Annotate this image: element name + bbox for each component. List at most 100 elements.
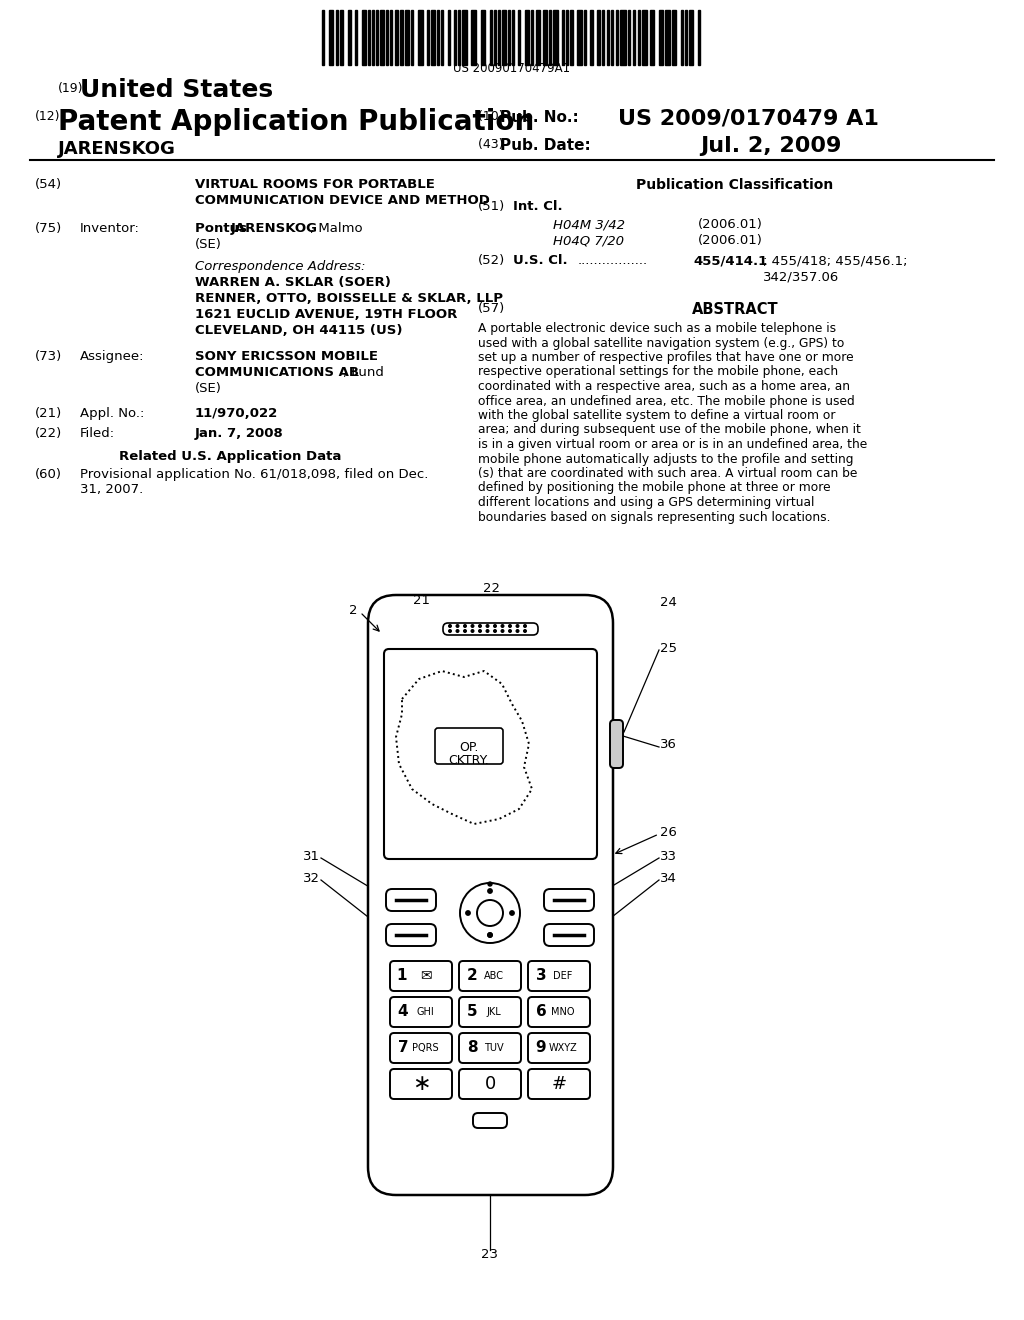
Text: GHI: GHI	[416, 1007, 434, 1016]
Text: PQRS: PQRS	[412, 1043, 438, 1053]
Bar	[390, 11, 392, 65]
Text: 22: 22	[483, 582, 500, 594]
Text: (s) that are coordinated with such area. A virtual room can be: (s) that are coordinated with such area.…	[478, 467, 857, 480]
Circle shape	[487, 933, 493, 937]
Bar	[330, 11, 333, 65]
Circle shape	[460, 883, 520, 942]
Text: (60): (60)	[35, 469, 62, 480]
Bar	[399, 11, 403, 65]
Text: United States: United States	[80, 78, 273, 102]
Text: 24: 24	[660, 595, 677, 609]
Circle shape	[449, 630, 452, 632]
Circle shape	[457, 624, 459, 627]
Bar	[537, 11, 540, 65]
Bar	[553, 11, 558, 65]
Bar	[590, 11, 593, 65]
Circle shape	[509, 624, 511, 627]
FancyBboxPatch shape	[390, 1069, 452, 1100]
Bar	[549, 11, 551, 65]
Bar	[610, 11, 612, 65]
FancyBboxPatch shape	[473, 1113, 507, 1129]
Circle shape	[523, 630, 526, 632]
Text: Assignee:: Assignee:	[80, 350, 144, 363]
Bar	[449, 11, 451, 65]
Bar	[616, 11, 618, 65]
Text: 32: 32	[303, 871, 319, 884]
Text: 4: 4	[397, 1005, 409, 1019]
Text: (54): (54)	[35, 178, 62, 191]
Text: WXYZ: WXYZ	[549, 1043, 578, 1053]
Bar	[503, 11, 506, 65]
Text: Correspondence Address:: Correspondence Address:	[195, 260, 366, 273]
Bar	[602, 11, 604, 65]
Circle shape	[478, 630, 481, 632]
Text: 3: 3	[536, 969, 547, 983]
Text: 9: 9	[536, 1040, 547, 1056]
FancyBboxPatch shape	[443, 623, 538, 635]
Text: 25: 25	[660, 642, 677, 655]
Text: (57): (57)	[478, 302, 505, 315]
FancyBboxPatch shape	[528, 997, 590, 1027]
Circle shape	[516, 624, 519, 627]
Bar	[577, 11, 583, 65]
Bar	[340, 11, 343, 65]
Text: (SE): (SE)	[195, 238, 222, 251]
Bar	[395, 11, 397, 65]
Text: VIRTUAL ROOMS FOR PORTABLE: VIRTUAL ROOMS FOR PORTABLE	[195, 178, 435, 191]
FancyBboxPatch shape	[390, 961, 452, 991]
Bar	[642, 11, 647, 65]
Text: ABC: ABC	[484, 972, 504, 981]
Text: 31: 31	[303, 850, 319, 862]
Text: 342/357.06: 342/357.06	[763, 271, 840, 282]
Circle shape	[464, 624, 466, 627]
Text: JKL: JKL	[486, 1007, 502, 1016]
Bar	[697, 11, 700, 65]
Text: DEF: DEF	[553, 972, 572, 981]
Circle shape	[449, 624, 452, 627]
Bar	[681, 11, 683, 65]
Circle shape	[487, 933, 493, 937]
Text: (22): (22)	[35, 426, 62, 440]
Text: ∗: ∗	[412, 1074, 430, 1094]
Text: CLEVELAND, OH 44115 (US): CLEVELAND, OH 44115 (US)	[195, 323, 402, 337]
Text: with the global satellite system to define a virtual room or: with the global satellite system to defi…	[478, 409, 836, 422]
Text: boundaries based on signals representing such locations.: boundaries based on signals representing…	[478, 511, 830, 524]
Text: is in a given virtual room or area or is in an undefined area, the: is in a given virtual room or area or is…	[478, 438, 867, 451]
Text: JARENSKOG: JARENSKOG	[231, 222, 318, 235]
Text: (75): (75)	[35, 222, 62, 235]
Text: 11/970,022: 11/970,022	[195, 407, 279, 420]
Bar	[362, 11, 366, 65]
Text: 2: 2	[349, 603, 358, 616]
Bar	[525, 11, 528, 65]
Text: WARREN A. SKLAR (SOER): WARREN A. SKLAR (SOER)	[195, 276, 391, 289]
Bar	[411, 11, 413, 65]
Text: different locations and using a GPS determining virtual: different locations and using a GPS dete…	[478, 496, 814, 510]
Circle shape	[501, 630, 504, 632]
Text: H04Q 7/20: H04Q 7/20	[553, 234, 624, 247]
Text: Appl. No.:: Appl. No.:	[80, 407, 144, 420]
Bar	[518, 11, 520, 65]
Circle shape	[510, 911, 514, 915]
Text: CKTRY.: CKTRY.	[449, 754, 489, 767]
Text: (SE): (SE)	[195, 381, 222, 395]
Text: Int. Cl.: Int. Cl.	[513, 201, 562, 213]
Text: 34: 34	[660, 871, 677, 884]
FancyBboxPatch shape	[384, 649, 597, 859]
FancyBboxPatch shape	[368, 595, 613, 1195]
FancyBboxPatch shape	[459, 1034, 521, 1063]
Text: Publication Classification: Publication Classification	[636, 178, 834, 191]
Bar	[336, 11, 338, 65]
Text: 21: 21	[413, 594, 430, 606]
Text: mobile phone automatically adjusts to the profile and setting: mobile phone automatically adjusts to th…	[478, 453, 853, 466]
Text: Related U.S. Application Data: Related U.S. Application Data	[119, 450, 341, 463]
Text: (21): (21)	[35, 407, 62, 420]
Bar	[471, 11, 476, 65]
Text: Jul. 2, 2009: Jul. 2, 2009	[700, 136, 842, 156]
Text: SONY ERICSSON MOBILE: SONY ERICSSON MOBILE	[195, 350, 378, 363]
Bar	[566, 11, 568, 65]
FancyBboxPatch shape	[528, 1034, 590, 1063]
FancyBboxPatch shape	[390, 997, 452, 1027]
Text: used with a global satellite navigation system (e.g., GPS) to: used with a global satellite navigation …	[478, 337, 845, 350]
FancyBboxPatch shape	[610, 719, 623, 768]
Text: (12): (12)	[35, 110, 60, 123]
